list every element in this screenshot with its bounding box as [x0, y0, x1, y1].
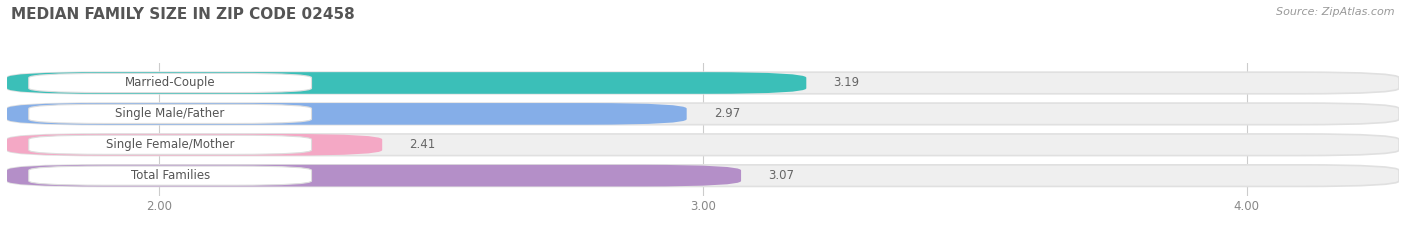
- FancyBboxPatch shape: [7, 165, 741, 186]
- Text: Total Families: Total Families: [131, 169, 209, 182]
- Text: 3.07: 3.07: [768, 169, 794, 182]
- FancyBboxPatch shape: [7, 165, 1399, 186]
- Text: Single Female/Mother: Single Female/Mother: [105, 138, 235, 151]
- FancyBboxPatch shape: [28, 73, 312, 93]
- Text: Single Male/Father: Single Male/Father: [115, 107, 225, 120]
- Text: 3.19: 3.19: [834, 76, 859, 89]
- FancyBboxPatch shape: [7, 134, 1399, 156]
- FancyBboxPatch shape: [28, 166, 312, 185]
- Text: Married-Couple: Married-Couple: [125, 76, 215, 89]
- Text: 2.41: 2.41: [409, 138, 436, 151]
- FancyBboxPatch shape: [7, 103, 686, 125]
- FancyBboxPatch shape: [7, 72, 806, 94]
- FancyBboxPatch shape: [7, 134, 382, 156]
- FancyBboxPatch shape: [28, 104, 312, 123]
- Text: MEDIAN FAMILY SIZE IN ZIP CODE 02458: MEDIAN FAMILY SIZE IN ZIP CODE 02458: [11, 7, 354, 22]
- FancyBboxPatch shape: [7, 103, 1399, 125]
- FancyBboxPatch shape: [28, 135, 312, 154]
- FancyBboxPatch shape: [7, 72, 1399, 94]
- Text: Source: ZipAtlas.com: Source: ZipAtlas.com: [1277, 7, 1395, 17]
- Text: 2.97: 2.97: [714, 107, 740, 120]
